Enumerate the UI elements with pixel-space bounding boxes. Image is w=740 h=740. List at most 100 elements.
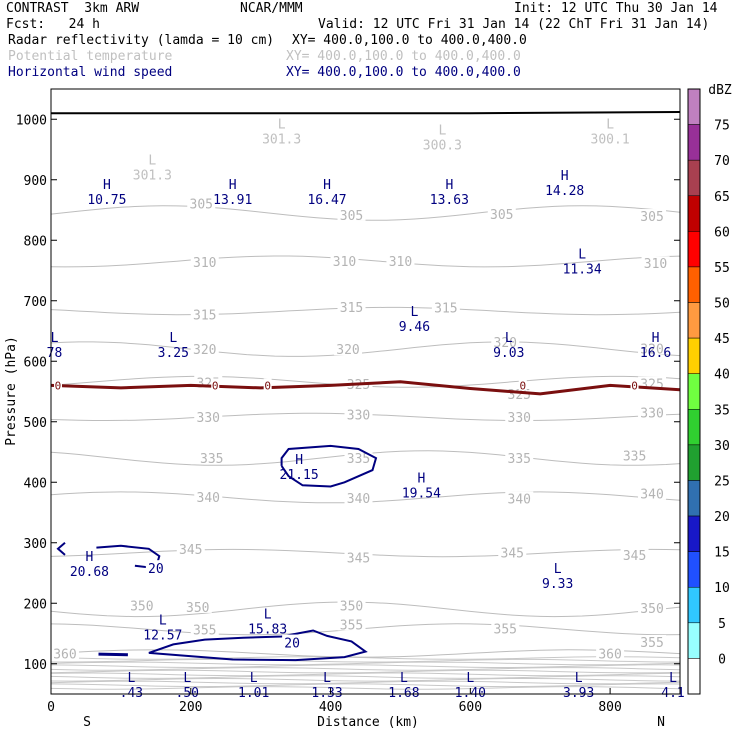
theta-label-bg xyxy=(344,550,373,564)
colorbar-swatch xyxy=(687,480,701,517)
x-tick-label: 800 xyxy=(598,700,621,715)
x-axis-label: Distance (km) xyxy=(317,715,419,730)
field-theta-name: Potential temperature xyxy=(8,49,173,64)
zero-line-label: 0 xyxy=(631,379,638,392)
colorbar-tick-label: 45 xyxy=(714,332,730,347)
extremum-value: 20.68 xyxy=(70,565,109,580)
zero-line-label: 0 xyxy=(212,379,219,392)
colorbar-swatch xyxy=(687,231,701,268)
theta-label: 330 xyxy=(197,411,220,426)
theta-label: 350 xyxy=(640,602,663,617)
upper-theta-line xyxy=(51,675,680,679)
theta-label: 330 xyxy=(640,407,663,422)
upper-theta-line xyxy=(51,664,680,669)
field-reflectivity-xy: XY= 400.0,100.0 to 400.0,400.0 xyxy=(292,33,527,48)
upper-theta-line xyxy=(51,686,680,690)
wind-contour xyxy=(280,444,378,488)
theta-label: 355 xyxy=(640,636,663,651)
zero-label-bg xyxy=(211,378,220,391)
theta-label: 315 xyxy=(193,309,216,324)
field-wind-name: Horizontal wind speed xyxy=(8,65,173,80)
x-tick-label: 0 xyxy=(47,700,55,715)
theta-label: 335 xyxy=(200,452,223,467)
theta-label: 340 xyxy=(197,491,220,506)
theta-label: 305 xyxy=(640,210,663,225)
theta-label: 340 xyxy=(347,492,370,507)
theta-label-bg xyxy=(638,486,667,500)
south-label: S xyxy=(83,715,91,730)
zero-label-bg xyxy=(263,378,272,391)
theta-label: 320 xyxy=(193,343,216,358)
theta-label: 345 xyxy=(179,543,202,558)
theta-label: 325 xyxy=(347,378,370,393)
extremum-high-marker: H xyxy=(445,178,453,193)
theta-label: 305 xyxy=(190,197,213,212)
colorbar-swatch xyxy=(687,444,701,481)
extremum-value: 12.57 xyxy=(143,628,182,643)
colorbar-swatch xyxy=(687,551,701,588)
field-theta-xy: XY= 400.0,100.0 to 400.0,400.0 xyxy=(286,49,521,64)
theta-label-bg xyxy=(344,407,373,421)
colorbar-swatch xyxy=(687,373,701,410)
wind-label-bg xyxy=(145,560,166,575)
theta-contour-310 xyxy=(51,255,680,268)
init-time: Init: 12 UTC Thu 30 Jan 14 xyxy=(514,1,718,16)
theta-contour-320 xyxy=(51,341,680,357)
colorbar-tick-label: 30 xyxy=(714,439,730,454)
zero-label-bg xyxy=(518,378,527,391)
y-tick-label: 900 xyxy=(24,174,47,189)
y-axis-label: Pressure (hPa) xyxy=(4,336,19,446)
theta-label: 335 xyxy=(347,452,370,467)
theta-label: 355 xyxy=(340,618,363,633)
theta-label-bg xyxy=(505,409,534,423)
upper-theta-line xyxy=(51,680,680,685)
theta-label: 350 xyxy=(186,601,209,616)
upper-theta-line xyxy=(51,667,680,671)
theta-label: 310 xyxy=(389,255,412,270)
extremum-value: 15.83 xyxy=(248,622,287,637)
theta-label-bg xyxy=(386,253,415,267)
plot-frame xyxy=(50,88,681,695)
theta-label-bg xyxy=(190,255,219,269)
extremum-value: 21.15 xyxy=(280,468,319,483)
theta-label-bg xyxy=(337,598,366,612)
extremum-high-marker: H xyxy=(561,169,569,184)
extremum-value: 1.33 xyxy=(311,686,342,701)
zero-label-bg xyxy=(630,378,639,391)
extremum-low-marker: L xyxy=(606,117,614,132)
theta-label-bg xyxy=(337,617,366,631)
theta-label-bg xyxy=(190,307,219,321)
extremum-low-marker: L xyxy=(183,671,191,686)
extremum-value: 4.1 xyxy=(661,686,684,701)
colorbar-swatch xyxy=(687,302,701,339)
theta-label-bg xyxy=(487,207,516,221)
extremum-low-marker: L xyxy=(127,671,135,686)
colorbar-tick-label: 55 xyxy=(714,261,730,276)
extremum-low-marker: L xyxy=(505,331,513,346)
theta-label: 355 xyxy=(494,623,517,638)
colorbar-frame xyxy=(687,88,701,695)
colorbar: 0 5 10 15 20 25 30 35 40 45 50 55 60 65 70 75 xyxy=(687,88,730,695)
theta-label-bg xyxy=(505,451,534,465)
y-tick-label: 700 xyxy=(24,295,47,310)
theta-label-bg xyxy=(187,196,216,210)
extremum-high-marker: H xyxy=(417,471,425,486)
y-tick-label: 400 xyxy=(24,476,47,491)
theta-label: 340 xyxy=(640,488,663,503)
theta-label: 335 xyxy=(623,450,646,465)
theta-label-bg xyxy=(194,409,223,423)
zero-label-bg xyxy=(53,378,62,391)
extremum-low-marker: L xyxy=(400,671,408,686)
theta-label: 330 xyxy=(347,408,370,423)
theta-label-bg xyxy=(431,300,460,314)
extremum-value: 14.28 xyxy=(545,184,584,199)
extremum-value: 16.6 xyxy=(640,346,671,361)
extremum-value: 3.93 xyxy=(563,686,594,701)
theta-label-bg xyxy=(344,451,373,465)
field-wind-xy: XY= 400.0,100.0 to 400.0,400.0 xyxy=(286,65,521,80)
extremum-high-marker: H xyxy=(103,178,111,193)
theta-label: 360 xyxy=(53,647,76,662)
colorbar-tick-label: 25 xyxy=(714,474,730,489)
extremum-low-marker: L xyxy=(323,671,331,686)
